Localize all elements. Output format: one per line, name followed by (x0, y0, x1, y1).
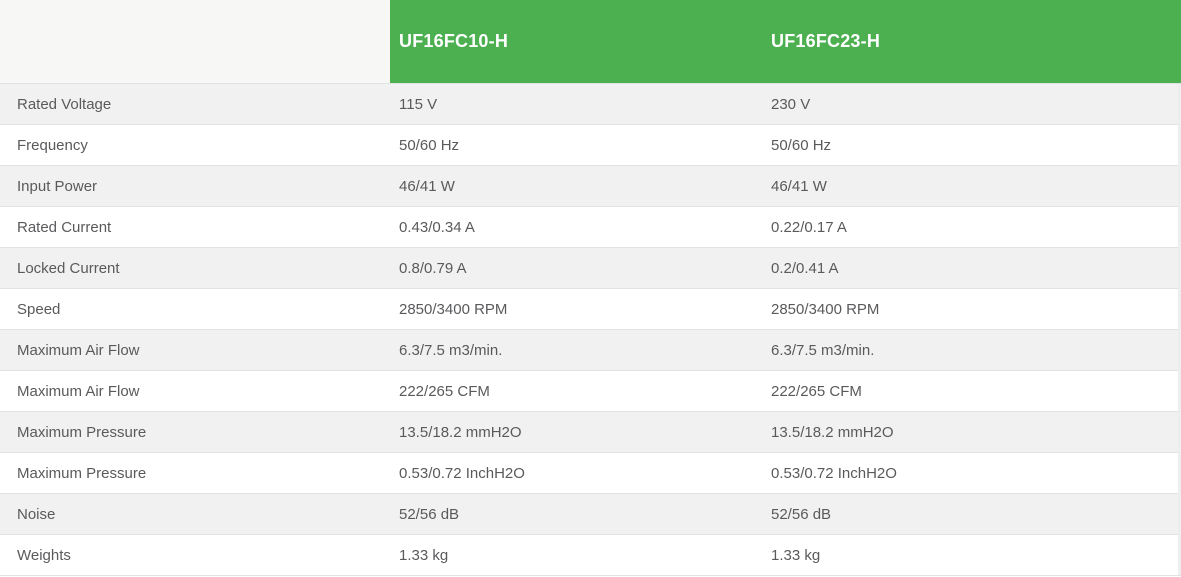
table-row: Maximum Pressure 0.53/0.72 InchH2O 0.53/0.… (0, 452, 1181, 494)
row-value-col2: 1.33 kg (762, 534, 1181, 576)
row-label: Noise (0, 493, 390, 535)
table-row: Weights 1.33 kg 1.33 kg (0, 534, 1181, 576)
table-row: Rated Voltage 115 V 230 V (0, 83, 1181, 125)
table-row: Rated Current 0.43/0.34 A 0.22/0.17 A (0, 206, 1181, 248)
column-header-uf16fc23-h: UF16FC23-H (762, 0, 1181, 84)
table-row: Frequency 50/60 Hz 50/60 Hz (0, 124, 1181, 166)
row-label: Frequency (0, 124, 390, 166)
table-row: Maximum Pressure 13.5/18.2 mmH2O 13.5/18.2… (0, 411, 1181, 453)
row-value-col1: 6.3/7.5 m3/min. (390, 329, 762, 371)
row-label: Rated Current (0, 206, 390, 248)
row-label: Maximum Air Flow (0, 370, 390, 412)
row-value-col2: 50/60 Hz (762, 124, 1181, 166)
row-value-col2: 230 V (762, 83, 1181, 125)
row-label: Maximum Air Flow (0, 329, 390, 371)
header-row: UF16FC10-H UF16FC23-H (0, 0, 1181, 84)
row-label: Maximum Pressure (0, 411, 390, 453)
row-value-col1: 1.33 kg (390, 534, 762, 576)
table-row: Locked Current 0.8/0.79 A 0.2/0.41 A (0, 247, 1181, 289)
row-value-col1: 0.53/0.72 InchH2O (390, 452, 762, 494)
row-value-col2: 0.22/0.17 A (762, 206, 1181, 248)
row-value-col2: 2850/3400 RPM (762, 288, 1181, 330)
row-value-col2: 6.3/7.5 m3/min. (762, 329, 1181, 371)
table-row: Input Power 46/41 W 46/41 W (0, 165, 1181, 207)
row-value-col1: 13.5/18.2 mmH2O (390, 411, 762, 453)
row-value-col1: 0.8/0.79 A (390, 247, 762, 289)
row-value-col2: 13.5/18.2 mmH2O (762, 411, 1181, 453)
row-value-col1: 50/60 Hz (390, 124, 762, 166)
row-label: Input Power (0, 165, 390, 207)
row-value-col1: 115 V (390, 83, 762, 125)
row-value-col2: 222/265 CFM (762, 370, 1181, 412)
spec-table-body: Rated Voltage 115 V 230 V Frequency 50/60 Hz… (0, 83, 1181, 576)
row-value-col1: 222/265 CFM (390, 370, 762, 412)
row-label: Maximum Pressure (0, 452, 390, 494)
table-row: Speed 2850/3400 RPM 2850/3400 RPM (0, 288, 1181, 330)
row-value-col2: 0.2/0.41 A (762, 247, 1181, 289)
row-label: Locked Current (0, 247, 390, 289)
row-value-col2: 46/41 W (762, 165, 1181, 207)
row-label: Speed (0, 288, 390, 330)
row-label: Rated Voltage (0, 83, 390, 125)
row-value-col2: 52/56 dB (762, 493, 1181, 535)
table-row: Maximum Air Flow 222/265 CFM 222/265 CFM (0, 370, 1181, 412)
table-row: Maximum Air Flow 6.3/7.5 m3/min. 6.3/7.5 m… (0, 329, 1181, 371)
spec-table-header: UF16FC10-H UF16FC23-H (0, 0, 1181, 84)
table-row: Noise 52/56 dB 52/56 dB (0, 493, 1181, 535)
header-corner-cell (0, 0, 390, 84)
row-value-col2: 0.53/0.72 InchH2O (762, 452, 1181, 494)
row-value-col1: 46/41 W (390, 165, 762, 207)
row-value-col1: 2850/3400 RPM (390, 288, 762, 330)
row-value-col1: 0.43/0.34 A (390, 206, 762, 248)
row-label: Weights (0, 534, 390, 576)
column-header-uf16fc10-h: UF16FC10-H (390, 0, 762, 84)
row-value-col1: 52/56 dB (390, 493, 762, 535)
